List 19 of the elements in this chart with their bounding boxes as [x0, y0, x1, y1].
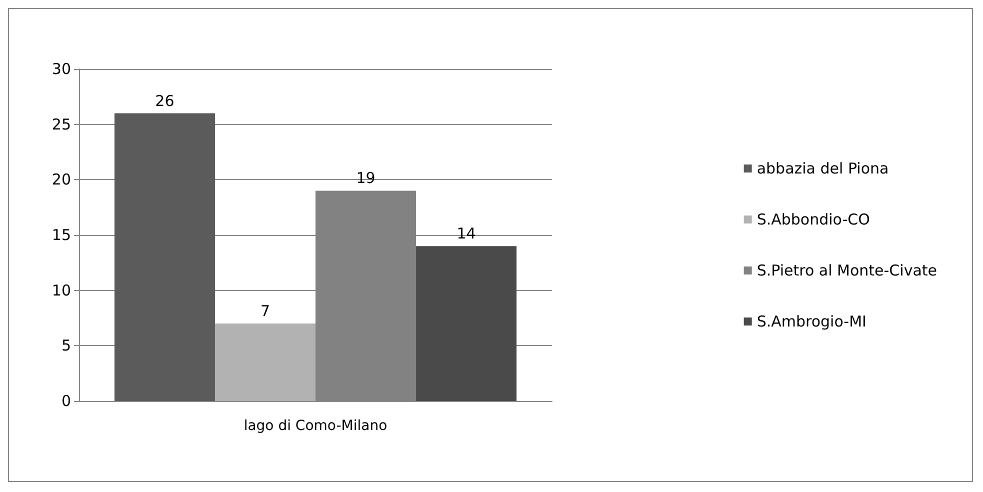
y-tick-label: 30 — [52, 60, 71, 78]
legend-label: S.Abbondio-CO — [756, 210, 870, 228]
legend-label: S.Pietro al Monte-Civate — [756, 262, 938, 280]
legend-label: S.Ambrogio-MI — [756, 312, 866, 330]
data-label: 19 — [356, 169, 376, 188]
data-label: 7 — [260, 302, 270, 320]
y-tick-label: 5 — [61, 336, 71, 355]
y-tick-label: 15 — [52, 226, 71, 244]
y-tick-label: 10 — [52, 281, 71, 300]
y-tick-label: 0 — [61, 392, 71, 410]
y-tick-label: 20 — [52, 170, 71, 189]
bar — [114, 113, 215, 401]
y-tick-label: 25 — [52, 115, 71, 134]
bar — [214, 324, 316, 401]
bar — [416, 246, 517, 401]
x-tick-label: lago di Como-Milano — [244, 418, 388, 434]
data-label: 26 — [155, 92, 174, 110]
data-label: 14 — [456, 224, 476, 243]
legend-label: abbazia del Piona — [756, 160, 889, 178]
